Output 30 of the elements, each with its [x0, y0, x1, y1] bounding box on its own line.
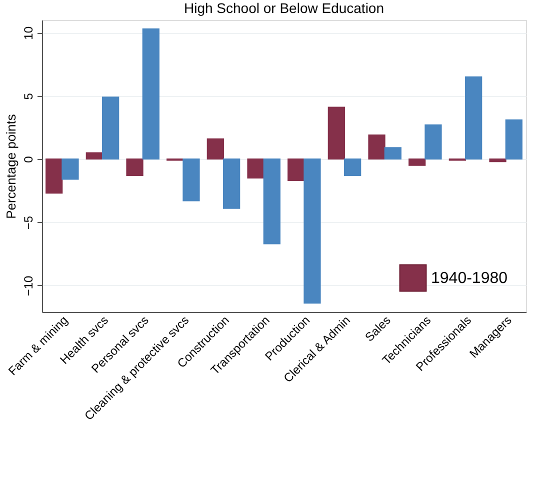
- y-tick-label: 0: [22, 156, 36, 163]
- bar: [206, 138, 224, 160]
- bar: [384, 147, 402, 160]
- bar: [368, 134, 386, 160]
- bar: [62, 158, 79, 180]
- bar: [46, 158, 63, 194]
- chart-title: High School or Below Education: [184, 0, 384, 16]
- bar: [182, 158, 200, 202]
- bar: [223, 158, 240, 209]
- y-axis-title: Percentage points: [4, 114, 18, 219]
- bar: [86, 152, 103, 160]
- bar: [328, 106, 345, 160]
- bar: [304, 158, 321, 304]
- bar: [263, 158, 280, 244]
- bar: [465, 76, 482, 160]
- bar: [344, 158, 362, 176]
- bar: [288, 158, 305, 182]
- bar: [489, 158, 506, 162]
- y-tick-label: −5: [22, 216, 36, 230]
- bar: [505, 119, 522, 160]
- bar: [247, 158, 264, 179]
- y-tick-label: −10: [22, 275, 36, 296]
- legend-label: 1940-1980: [431, 270, 508, 287]
- bar: [424, 124, 442, 160]
- bar: [142, 28, 160, 160]
- y-tick-label: 10: [22, 26, 36, 40]
- y-tick-label: 5: [22, 92, 36, 100]
- bar: [126, 158, 144, 176]
- bar: [102, 96, 120, 160]
- bar: [408, 158, 426, 166]
